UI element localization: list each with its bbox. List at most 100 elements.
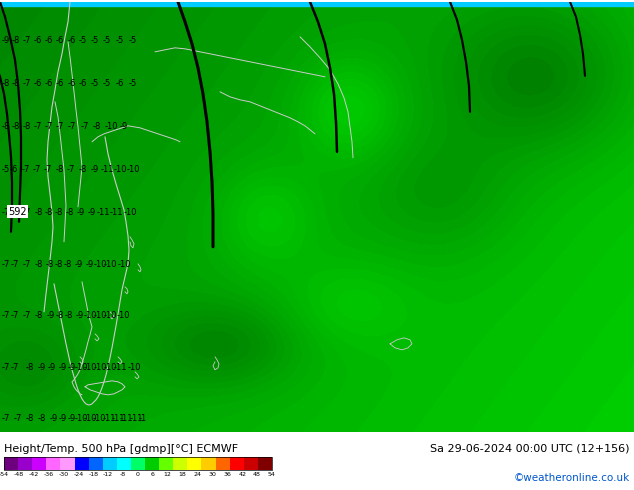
Text: 30: 30 xyxy=(209,472,216,477)
Text: -9: -9 xyxy=(86,260,94,269)
Bar xyxy=(117,457,131,470)
Text: -48: -48 xyxy=(14,472,24,477)
Text: -6: -6 xyxy=(79,79,87,88)
Text: -10: -10 xyxy=(123,208,137,217)
Text: -8: -8 xyxy=(65,311,73,320)
Text: -6: -6 xyxy=(34,36,42,45)
Text: -7: -7 xyxy=(67,165,75,174)
Bar xyxy=(173,457,188,470)
Text: -54: -54 xyxy=(0,472,9,477)
Text: -10: -10 xyxy=(74,415,87,423)
Text: -10: -10 xyxy=(117,260,131,269)
Bar xyxy=(4,457,18,470)
Text: -10: -10 xyxy=(83,363,97,372)
Text: -9: -9 xyxy=(38,363,46,372)
Text: -10: -10 xyxy=(113,165,127,174)
Text: -7: -7 xyxy=(23,311,31,320)
Text: -8: -8 xyxy=(55,208,63,217)
Bar xyxy=(75,457,89,470)
Text: -8: -8 xyxy=(79,165,87,174)
Text: -11: -11 xyxy=(111,415,125,423)
Text: -9: -9 xyxy=(91,165,99,174)
Text: -12: -12 xyxy=(103,472,113,477)
Text: 24: 24 xyxy=(193,472,202,477)
Text: 36: 36 xyxy=(223,472,231,477)
Text: Sa 29-06-2024 00:00 UTC (12+156): Sa 29-06-2024 00:00 UTC (12+156) xyxy=(430,444,630,454)
Text: -8: -8 xyxy=(26,415,34,423)
Text: -7: -7 xyxy=(33,165,41,174)
Text: -6: -6 xyxy=(116,79,124,88)
Text: -7: -7 xyxy=(2,415,10,423)
Text: -7: -7 xyxy=(2,260,10,269)
Text: -10: -10 xyxy=(116,311,130,320)
Text: -8: -8 xyxy=(55,260,63,269)
Text: -8: -8 xyxy=(46,260,54,269)
Text: -7: -7 xyxy=(14,415,22,423)
Text: -7: -7 xyxy=(22,165,30,174)
Text: -6: -6 xyxy=(56,79,64,88)
Text: -8: -8 xyxy=(2,79,10,88)
Text: -10: -10 xyxy=(93,363,107,372)
Text: 42: 42 xyxy=(238,472,246,477)
Text: -18: -18 xyxy=(88,472,98,477)
Text: -7: -7 xyxy=(23,79,31,88)
Text: -11: -11 xyxy=(102,415,116,423)
Text: -5: -5 xyxy=(129,36,137,45)
Text: -6: -6 xyxy=(68,36,76,45)
Text: -8: -8 xyxy=(35,260,43,269)
Text: -11: -11 xyxy=(96,208,110,217)
Bar xyxy=(188,457,202,470)
Text: -5: -5 xyxy=(2,165,10,174)
Text: -10: -10 xyxy=(93,260,107,269)
Text: Height/Temp. 500 hPa [gdmp][°C] ECMWF: Height/Temp. 500 hPa [gdmp][°C] ECMWF xyxy=(4,444,238,454)
Text: -10: -10 xyxy=(83,311,97,320)
Text: -8: -8 xyxy=(12,79,20,88)
Text: -6: -6 xyxy=(68,79,76,88)
Text: -8: -8 xyxy=(120,472,126,477)
Text: 12: 12 xyxy=(164,472,172,477)
Text: ©weatheronline.co.uk: ©weatheronline.co.uk xyxy=(514,473,630,483)
Text: -10: -10 xyxy=(126,165,139,174)
Text: -10: -10 xyxy=(93,415,106,423)
Text: -9: -9 xyxy=(76,311,84,320)
Text: -8: -8 xyxy=(35,311,43,320)
Text: -10: -10 xyxy=(83,415,97,423)
Text: 592: 592 xyxy=(8,207,27,217)
Text: -9: -9 xyxy=(48,363,56,372)
Text: -5: -5 xyxy=(103,79,111,88)
Text: -10: -10 xyxy=(103,311,117,320)
Text: -5: -5 xyxy=(91,79,99,88)
Text: -8: -8 xyxy=(56,165,64,174)
Text: -9: -9 xyxy=(75,260,83,269)
Text: 18: 18 xyxy=(179,472,186,477)
Text: -9: -9 xyxy=(59,363,67,372)
Text: -9: -9 xyxy=(68,415,76,423)
Bar xyxy=(0,2,634,6)
Text: -5: -5 xyxy=(91,36,99,45)
Text: -8: -8 xyxy=(64,260,72,269)
Text: -9: -9 xyxy=(68,363,76,372)
Bar xyxy=(230,457,244,470)
Text: -11: -11 xyxy=(129,415,143,423)
Bar xyxy=(244,457,258,470)
Bar xyxy=(89,457,103,470)
Text: -7: -7 xyxy=(11,311,19,320)
Text: -7: -7 xyxy=(23,36,31,45)
Text: -6: -6 xyxy=(56,36,64,45)
Text: -6: -6 xyxy=(45,36,53,45)
Bar xyxy=(131,457,145,470)
Text: -8: -8 xyxy=(66,208,74,217)
Text: -8: -8 xyxy=(56,311,64,320)
Text: -7: -7 xyxy=(11,260,19,269)
Bar xyxy=(145,457,159,470)
Text: -9: -9 xyxy=(2,36,10,45)
Text: 54: 54 xyxy=(268,472,276,477)
Text: -10: -10 xyxy=(103,260,117,269)
Text: -8: -8 xyxy=(12,122,20,131)
Text: -6: -6 xyxy=(34,79,42,88)
Text: -9: -9 xyxy=(88,208,96,217)
Text: -36: -36 xyxy=(44,472,54,477)
Text: -42: -42 xyxy=(29,472,39,477)
Text: -8: -8 xyxy=(26,363,34,372)
Text: -8: -8 xyxy=(12,36,20,45)
